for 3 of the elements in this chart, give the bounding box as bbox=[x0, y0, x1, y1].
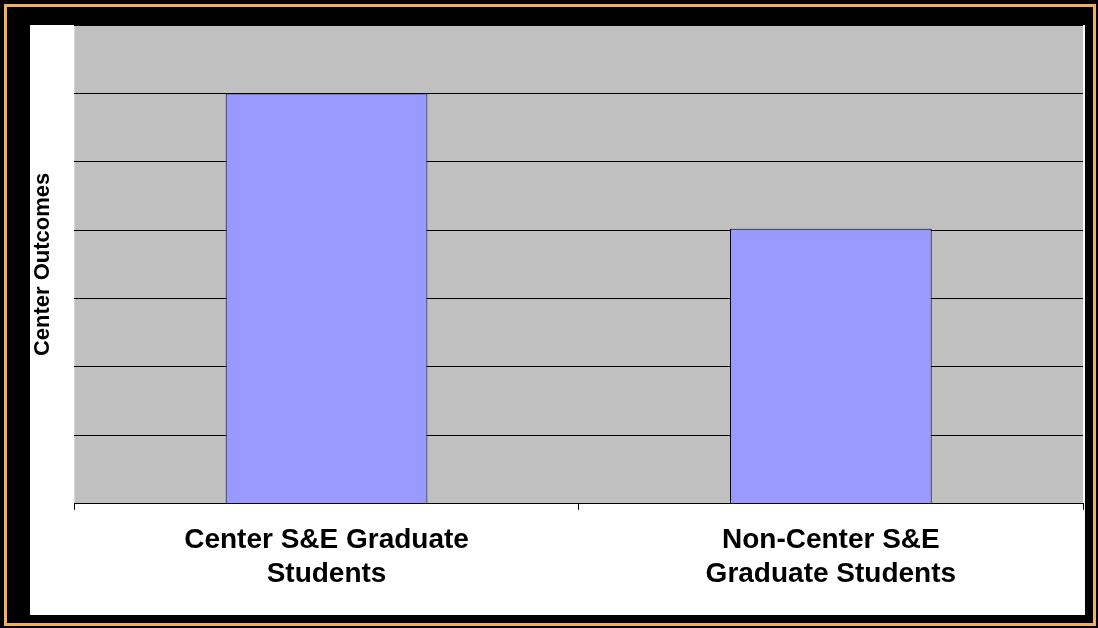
x-tick-label: Center S&E Graduate Students bbox=[184, 523, 469, 588]
y-axis-title: Center Outcomes bbox=[29, 172, 55, 357]
x-tick-label: Non-Center S&E Graduate Students bbox=[705, 523, 957, 588]
